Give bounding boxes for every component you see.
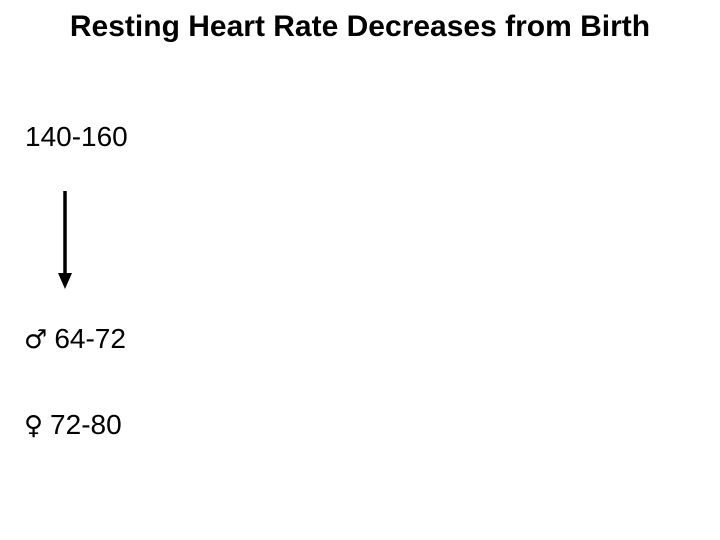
male-heart-rate-value: 64-72 <box>54 323 126 354</box>
male-icon: ♂ <box>24 325 48 355</box>
female-heart-rate-line: ♀ 72-80 <box>24 408 122 442</box>
female-icon: ♀ <box>24 411 44 441</box>
slide-title: Resting Heart Rate Decreases from Birth <box>69 10 651 43</box>
female-heart-rate-value: 72-80 <box>50 409 122 440</box>
down-arrow-icon <box>58 191 72 289</box>
birth-heart-rate-value: 140-160 <box>25 121 128 152</box>
male-heart-rate-line: ♂ 64-72 <box>24 322 126 356</box>
